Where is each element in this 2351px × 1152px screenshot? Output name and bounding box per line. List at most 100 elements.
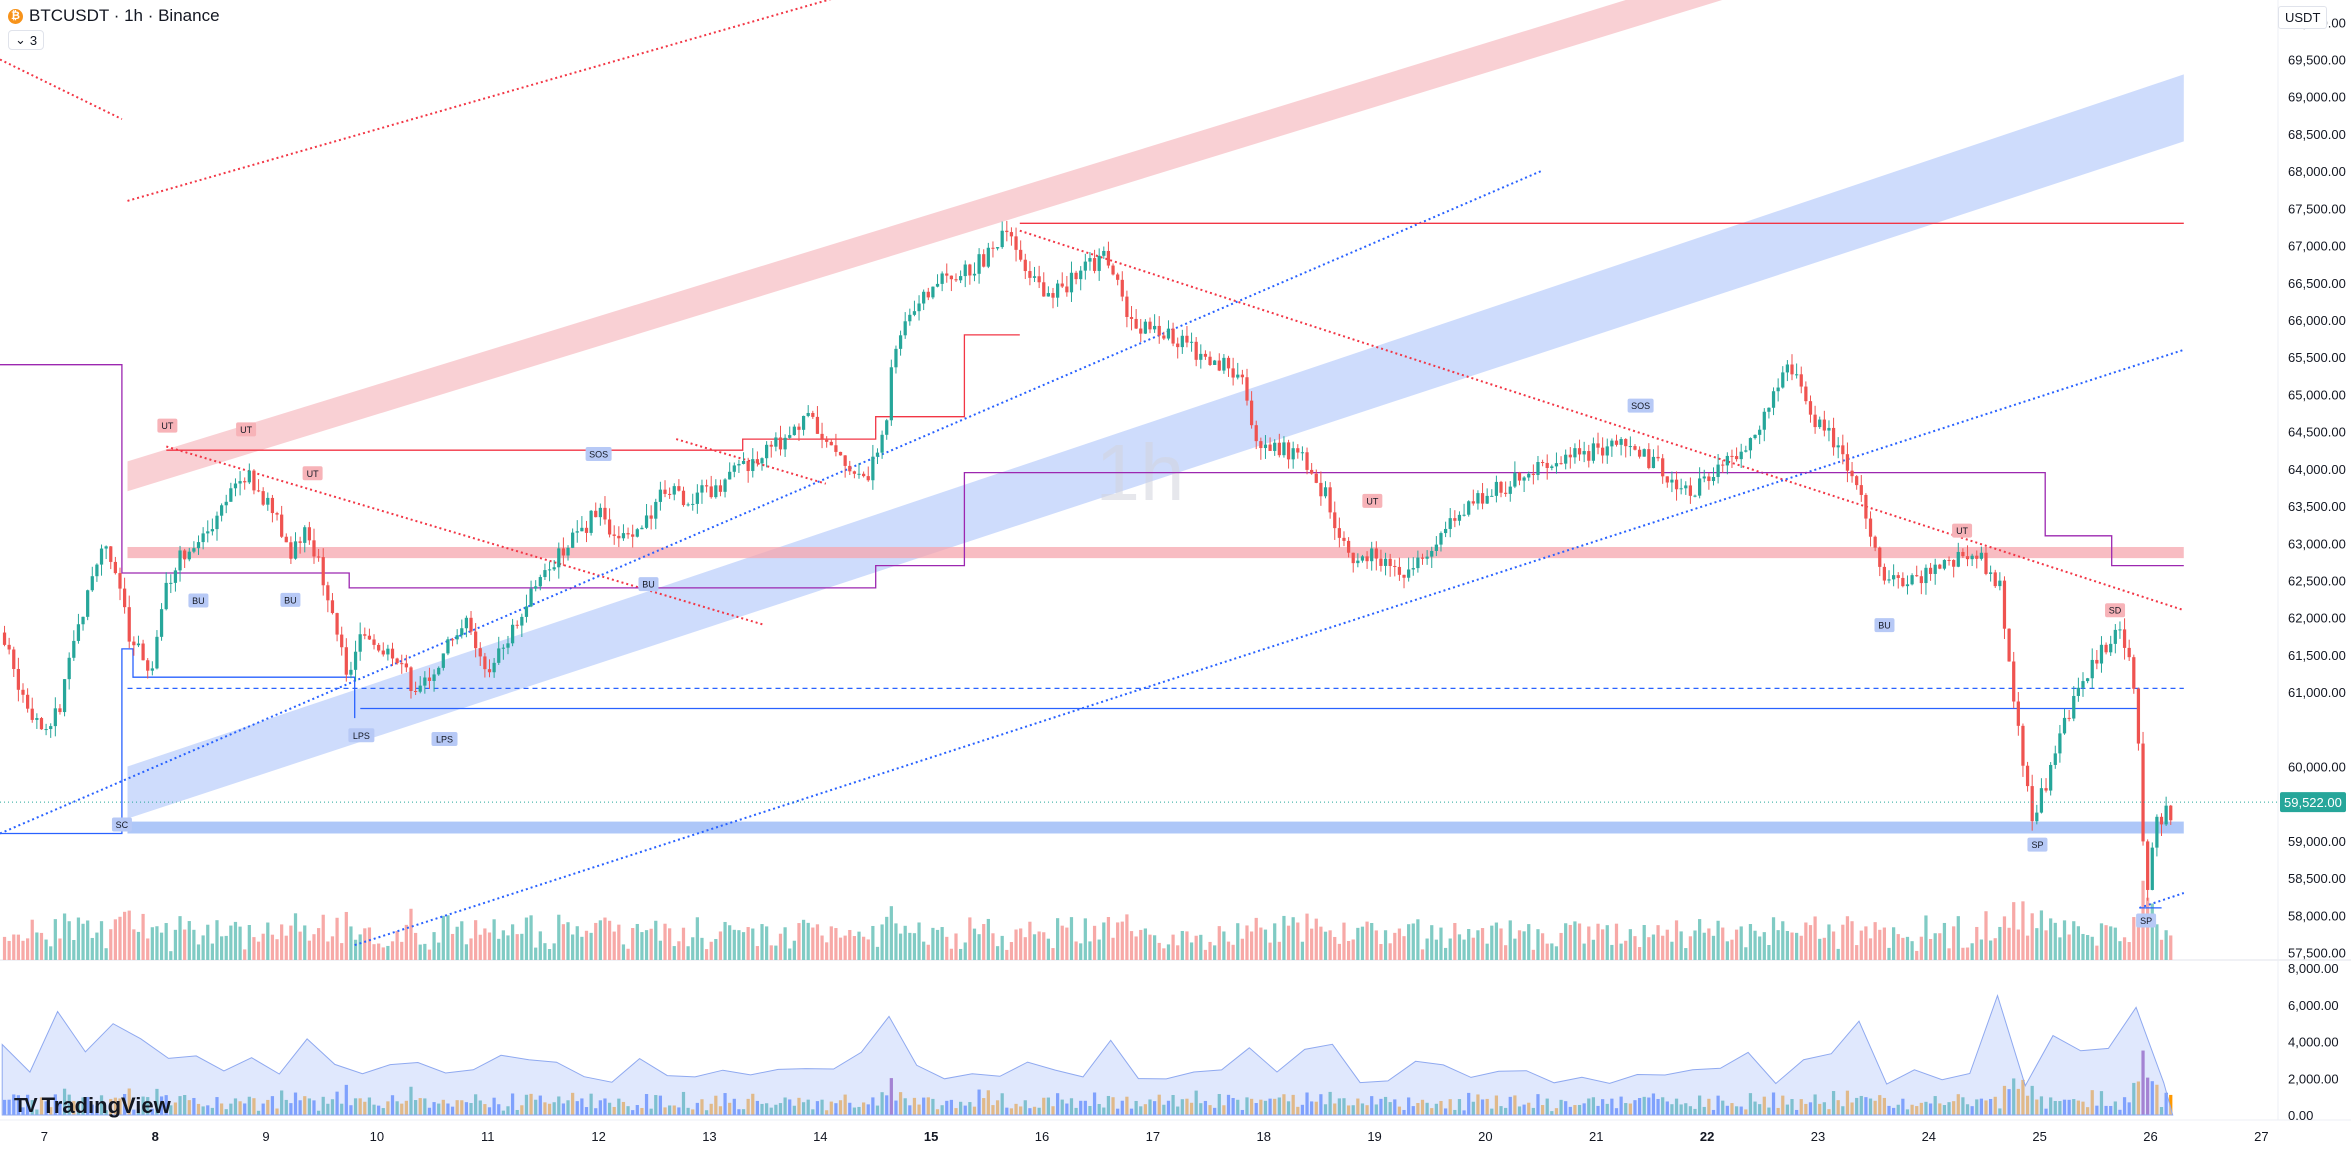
candle-body xyxy=(1226,357,1231,369)
candle-body xyxy=(2099,644,2104,664)
candle-body xyxy=(1688,485,1693,496)
price-axis[interactable]: 70,000.0069,500.0069,000.0068,500.0068,0… xyxy=(2288,15,2346,960)
volume-bar xyxy=(372,944,376,960)
time-tick: 17 xyxy=(1146,1129,1160,1144)
volume-bar xyxy=(1162,948,1166,960)
candle-body xyxy=(2136,688,2141,744)
time-axis[interactable]: 7 8 9 10 11 12 13 14 15 16 17 18 19 20 21 22 23 24 25 26 27 xyxy=(41,1129,2269,1144)
time-tick: 12 xyxy=(591,1129,605,1144)
volume-bar xyxy=(515,934,519,960)
candle-body xyxy=(183,550,187,560)
price-tick: 64,000.00 xyxy=(2288,462,2346,477)
volume-bar xyxy=(792,940,796,960)
candle-body xyxy=(1185,335,1189,343)
candle-body xyxy=(1199,353,1203,360)
volume-bar xyxy=(1725,941,1729,960)
volume-bar xyxy=(450,933,455,960)
candle-body xyxy=(1540,462,1545,464)
currency-unit-button[interactable]: USDT xyxy=(2278,6,2328,29)
candle-body xyxy=(474,631,478,649)
volume-bar xyxy=(1425,938,1429,960)
candle-body xyxy=(917,303,921,312)
volume-bar xyxy=(783,927,787,960)
candle-body xyxy=(1462,514,1466,516)
volume-bar xyxy=(1060,925,1064,960)
candle-body xyxy=(400,663,404,665)
volume-bar xyxy=(635,923,639,960)
volume-bar xyxy=(510,924,515,960)
volume-bar xyxy=(1841,924,1845,960)
volume-bar xyxy=(1845,916,1850,960)
volume-bar xyxy=(1176,945,1180,960)
symbol-title[interactable]: BTCUSDT · 1h · Binance xyxy=(29,6,220,25)
volume-bar xyxy=(506,935,510,960)
candle-body xyxy=(889,367,893,421)
candle-body xyxy=(423,677,427,686)
volume-bar xyxy=(1397,928,1402,960)
candle-body xyxy=(155,636,159,669)
candle-body xyxy=(487,669,492,673)
volume-bar xyxy=(765,926,769,960)
volume-bar xyxy=(478,934,482,960)
candle-body xyxy=(691,503,695,505)
candle-body xyxy=(635,529,639,537)
candle-body xyxy=(1656,456,1660,459)
volume-bar xyxy=(2016,929,2020,960)
event-label-box xyxy=(2136,913,2157,928)
volume-bar xyxy=(1559,932,1563,960)
volume-bar xyxy=(349,926,353,960)
volume-bar xyxy=(1328,930,1332,960)
candle-body xyxy=(741,461,746,464)
candle-body xyxy=(72,640,76,658)
candle-body xyxy=(1319,482,1323,497)
candle-body xyxy=(127,607,131,642)
volume-bar xyxy=(2081,933,2085,960)
candle-body xyxy=(1527,473,1531,478)
volume-bar xyxy=(1499,928,1503,960)
volume-bar xyxy=(1748,924,1753,960)
candle-body xyxy=(2127,647,2131,658)
event-label-box xyxy=(431,731,458,746)
candle-body xyxy=(1887,579,1891,581)
symbol-header[interactable]: ₿ BTCUSDT · 1h · Binance xyxy=(8,6,220,26)
candle-body xyxy=(1905,584,1910,587)
candle-body xyxy=(737,463,741,466)
candle-body xyxy=(2141,743,2145,842)
volume-bar xyxy=(358,934,362,960)
candle-body xyxy=(695,492,699,504)
candle-body xyxy=(617,535,621,539)
candle-body xyxy=(1919,576,1923,584)
volume-bar xyxy=(400,941,404,960)
volume-bar xyxy=(1831,931,1836,960)
indicators-toggle[interactable]: ⌄ 3 xyxy=(8,30,45,50)
volume-bar xyxy=(1226,941,1231,960)
candle-body xyxy=(1268,444,1272,451)
candle-body xyxy=(2044,788,2048,791)
candle-body xyxy=(598,507,602,518)
volume-bar xyxy=(377,943,381,960)
volume-bar xyxy=(2053,922,2057,960)
event-labels: UT UT UT BU BU SOS BU LPS LPS SC UT SOS BU UT SD SP SP xyxy=(111,398,2157,928)
volume-bar xyxy=(1254,917,1258,960)
volume-bar xyxy=(2118,941,2122,960)
volume-bar xyxy=(1771,917,1776,960)
candle-body xyxy=(728,471,732,480)
volume-bar xyxy=(413,932,418,960)
candle-body xyxy=(219,505,224,516)
volume-bar xyxy=(982,924,986,960)
time-tick: 22 xyxy=(1700,1129,1714,1144)
volume-bar xyxy=(12,934,16,960)
volume-bar xyxy=(2136,914,2141,960)
tradingview-logo[interactable]: TV TradingView xyxy=(14,1093,171,1119)
candle-body xyxy=(7,644,11,650)
volume-bar xyxy=(183,929,187,960)
candle-body xyxy=(788,435,792,438)
brand-name: TradingView xyxy=(41,1093,171,1118)
volume-bar xyxy=(159,932,164,960)
volume-bar xyxy=(427,949,432,960)
volume-bar xyxy=(1781,921,1785,960)
lower-pane-axis[interactable]: 8,000.00 6,000.00 4,000.00 2,000.00 0.00 xyxy=(2288,961,2339,1123)
candle-body xyxy=(1425,556,1429,559)
event-label-text: SP xyxy=(2140,916,2152,926)
